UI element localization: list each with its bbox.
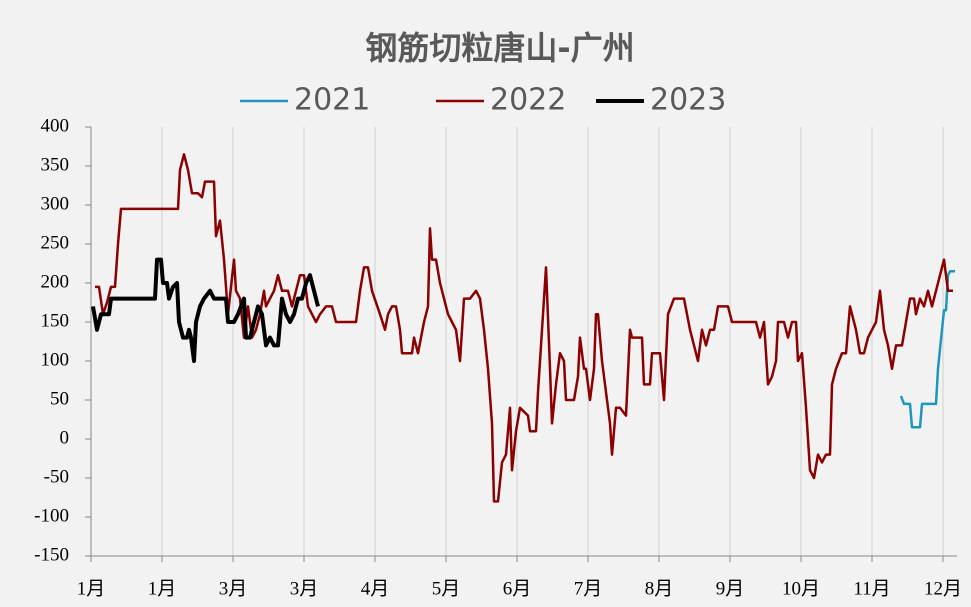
x-tick-label: 1月 bbox=[148, 578, 177, 599]
x-tick-label: 12月 bbox=[924, 578, 962, 599]
x-tick-label: 3月 bbox=[290, 578, 319, 599]
x-tick-label: 9月 bbox=[716, 578, 745, 599]
legend-label: 2022 bbox=[490, 83, 566, 118]
y-tick-label: 200 bbox=[41, 271, 70, 292]
y-tick-label: 250 bbox=[41, 232, 70, 253]
x-tick-label: 3月 bbox=[219, 578, 248, 599]
y-tick-label: 400 bbox=[41, 115, 70, 136]
series-line bbox=[95, 153, 953, 503]
y-tick-label: 0 bbox=[60, 427, 70, 448]
x-tick-label: 7月 bbox=[574, 578, 603, 599]
legend-label: 2021 bbox=[294, 83, 370, 118]
y-tick-label: -50 bbox=[44, 466, 69, 487]
x-tick-label: 4月 bbox=[361, 578, 390, 599]
chart-title: 钢筋切粒唐山-广州 bbox=[365, 29, 634, 67]
x-tick-label: 10月 bbox=[782, 578, 820, 599]
y-tick-label: 350 bbox=[41, 154, 70, 175]
y-tick-label: 300 bbox=[41, 193, 70, 214]
y-tick-label: 100 bbox=[41, 349, 70, 370]
x-tick-label: 5月 bbox=[432, 578, 461, 599]
legend-label: 2023 bbox=[650, 83, 726, 118]
x-tick-label: 11月 bbox=[853, 578, 890, 599]
y-tick-label: -150 bbox=[34, 544, 69, 565]
y-tick-label: 50 bbox=[50, 388, 69, 409]
series-line bbox=[91, 257, 320, 363]
y-tick-label: 150 bbox=[41, 310, 70, 331]
x-tick-label: 6月 bbox=[503, 578, 532, 599]
y-tick-label: -100 bbox=[34, 505, 69, 526]
x-tick-label: 1月 bbox=[77, 578, 106, 599]
x-tick-label: 8月 bbox=[645, 578, 674, 599]
